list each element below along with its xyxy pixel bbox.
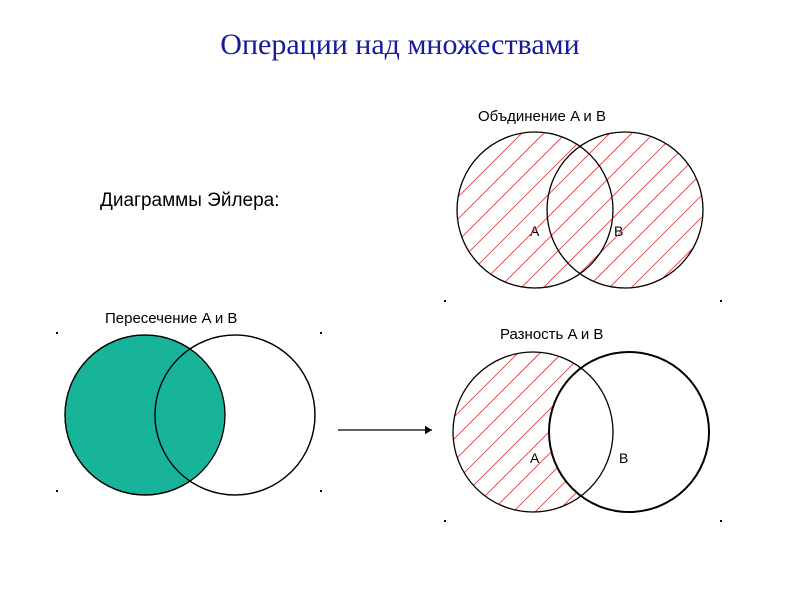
difference-circle-b (549, 352, 709, 512)
union-circle-a (457, 132, 613, 288)
difference-circle-a (453, 352, 613, 512)
union-diagram (301, 132, 800, 288)
arrow-icon (338, 426, 432, 434)
diagram-canvas (0, 0, 800, 600)
difference-diagram (293, 352, 800, 512)
union-circle-b (547, 132, 703, 288)
intersection-diagram (65, 335, 315, 495)
